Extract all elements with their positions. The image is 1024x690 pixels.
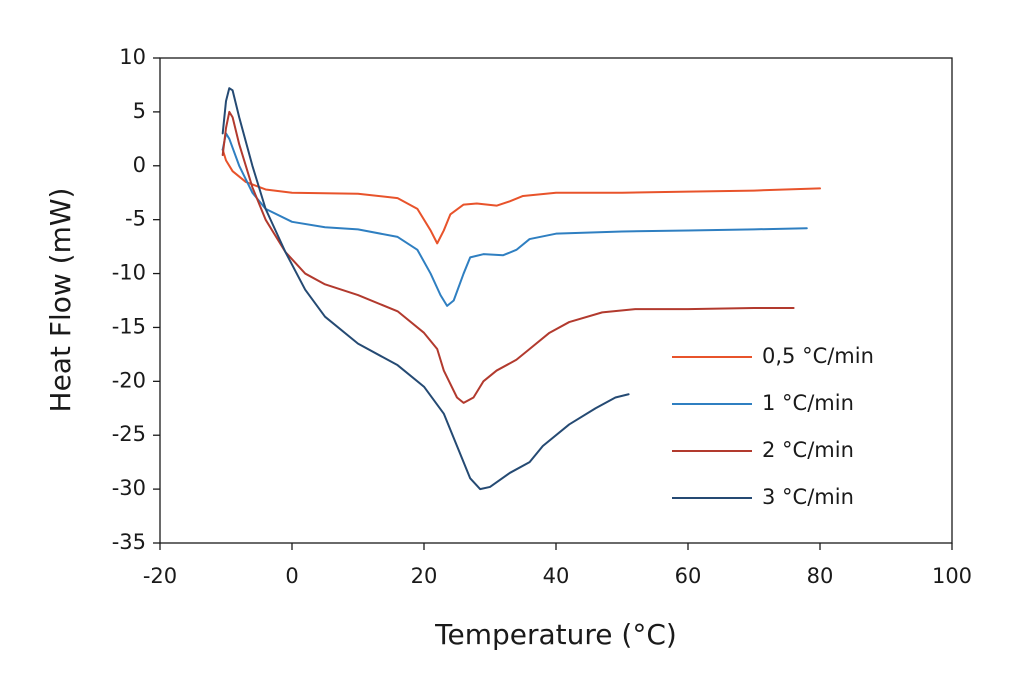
legend-label: 0,5 °C/min: [762, 344, 874, 368]
y-tick-label: -35: [112, 530, 146, 554]
x-tick-label: 40: [543, 564, 570, 588]
plot-frame: [159, 57, 953, 544]
y-tick-label: -20: [112, 368, 146, 392]
legend-label: 3 °C/min: [762, 485, 854, 509]
legend-label: 1 °C/min: [762, 391, 854, 415]
x-tick-label: 20: [411, 564, 438, 588]
y-tick-label: -25: [112, 422, 146, 446]
y-tick-label: -15: [112, 314, 146, 338]
series-line: [221, 110, 795, 404]
y-tick-label: 10: [119, 45, 146, 69]
x-tick-label: 80: [807, 564, 834, 588]
x-axis-title: Temperature (°C): [434, 618, 677, 651]
legend-label: 2 °C/min: [762, 438, 854, 462]
y-tick-label: 0: [133, 153, 146, 177]
x-tick-label: 100: [932, 564, 972, 588]
y-tick-label: -5: [125, 207, 146, 231]
y-tick-label: -30: [112, 476, 146, 500]
y-axis-title: Heat Flow (mW): [44, 188, 77, 413]
x-tick-label: 60: [675, 564, 702, 588]
y-tick-label: 5: [133, 99, 146, 123]
y-tick-label: -10: [112, 261, 146, 285]
series-line: [221, 132, 808, 307]
x-tick-label: -20: [143, 564, 177, 588]
x-tick-label: 0: [285, 564, 298, 588]
series-line: [221, 87, 630, 491]
